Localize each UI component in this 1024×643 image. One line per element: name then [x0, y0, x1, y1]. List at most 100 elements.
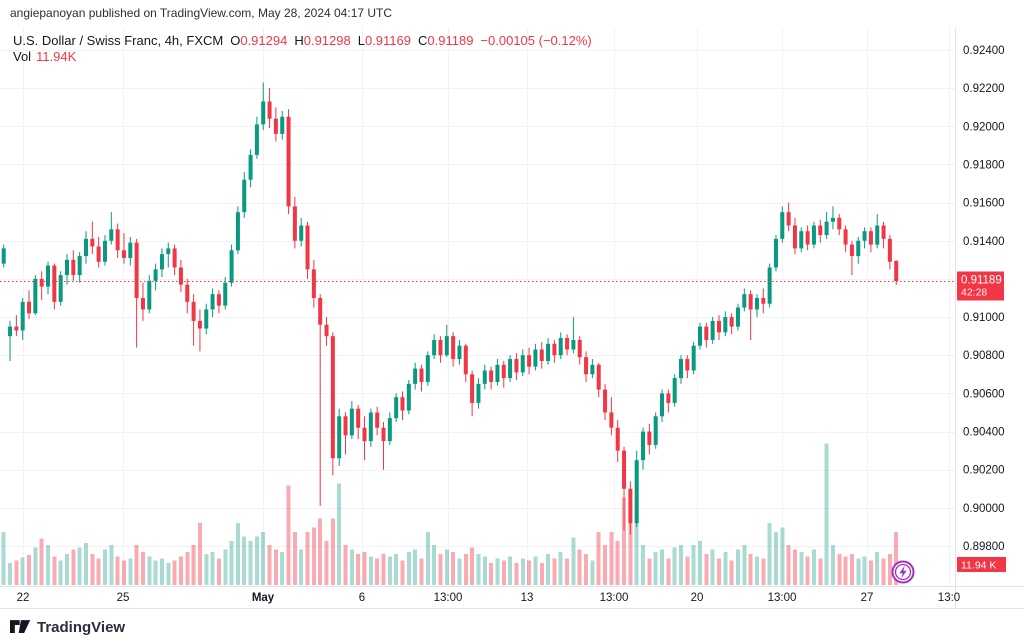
candle[interactable]: [463, 343, 468, 382]
candle[interactable]: [381, 422, 386, 470]
candle[interactable]: [710, 317, 715, 344]
candle[interactable]: [773, 235, 778, 272]
candle[interactable]: [134, 238, 139, 348]
tradingview-logo[interactable]: TradingView: [10, 617, 125, 637]
candle[interactable]: [33, 275, 38, 316]
candle[interactable]: [792, 217, 797, 255]
candle[interactable]: [368, 408, 373, 447]
candle[interactable]: [590, 359, 595, 379]
candle[interactable]: [387, 412, 392, 445]
candle[interactable]: [46, 261, 51, 295]
candle[interactable]: [197, 309, 202, 352]
candle[interactable]: [115, 223, 120, 258]
candle[interactable]: [147, 275, 152, 314]
candle[interactable]: [140, 282, 145, 321]
candle[interactable]: [603, 383, 608, 421]
candle[interactable]: [362, 416, 367, 461]
candle[interactable]: [824, 212, 829, 239]
candle[interactable]: [881, 221, 886, 249]
candle[interactable]: [267, 88, 272, 129]
candle[interactable]: [482, 364, 487, 390]
candle[interactable]: [14, 315, 19, 337]
price-axis[interactable]: 0.92400 0.92200 0.92000 0.91800 0.91600 0.914…: [963, 45, 1005, 553]
candle[interactable]: [58, 271, 63, 306]
candle[interactable]: [457, 339, 462, 365]
candle[interactable]: [413, 362, 418, 390]
candle[interactable]: [52, 263, 57, 310]
candle[interactable]: [191, 294, 196, 346]
candle[interactable]: [343, 412, 348, 455]
candle[interactable]: [666, 389, 671, 413]
candle[interactable]: [432, 334, 437, 360]
candle[interactable]: [596, 362, 601, 398]
candle[interactable]: [862, 227, 867, 249]
candle[interactable]: [805, 225, 810, 251]
candle[interactable]: [527, 347, 532, 375]
boost-button[interactable]: [891, 560, 915, 584]
candle[interactable]: [615, 420, 620, 463]
candle[interactable]: [185, 278, 190, 314]
candle[interactable]: [65, 254, 69, 285]
candle[interactable]: [672, 374, 677, 407]
candle[interactable]: [172, 244, 177, 276]
candle[interactable]: [875, 214, 880, 249]
candle[interactable]: [628, 481, 633, 535]
candle[interactable]: [729, 313, 734, 335]
candle[interactable]: [438, 336, 443, 363]
candle[interactable]: [204, 303, 209, 335]
candle[interactable]: [254, 116, 259, 159]
candle[interactable]: [27, 290, 32, 319]
candle[interactable]: [811, 221, 816, 249]
candle[interactable]: [565, 334, 570, 356]
candle[interactable]: [153, 263, 158, 291]
candle[interactable]: [558, 332, 563, 360]
time-axis[interactable]: 22 25 May 6 13:00 13 13:00 20 13:00 27 13:0: [17, 592, 961, 604]
candle[interactable]: [698, 322, 702, 350]
candle[interactable]: [349, 401, 354, 440]
candle[interactable]: [356, 404, 361, 440]
candle[interactable]: [470, 370, 475, 417]
candle[interactable]: [425, 351, 430, 386]
candle[interactable]: [552, 339, 557, 363]
candle[interactable]: [856, 236, 861, 264]
candle[interactable]: [394, 393, 399, 422]
candle[interactable]: [641, 427, 646, 470]
candle[interactable]: [634, 450, 639, 527]
candle[interactable]: [767, 263, 772, 308]
candle[interactable]: [305, 221, 310, 279]
candle[interactable]: [216, 290, 221, 314]
candle[interactable]: [419, 364, 424, 392]
candle[interactable]: [1, 244, 6, 268]
candle[interactable]: [495, 359, 500, 386]
candle[interactable]: [653, 412, 658, 449]
candle[interactable]: [761, 288, 766, 314]
candle[interactable]: [96, 236, 101, 268]
candle[interactable]: [311, 259, 316, 308]
candle[interactable]: [830, 206, 835, 230]
candle[interactable]: [77, 252, 82, 283]
candle[interactable]: [39, 271, 44, 300]
candle[interactable]: [818, 219, 823, 243]
candle[interactable]: [660, 389, 665, 422]
candle[interactable]: [109, 212, 114, 245]
candle[interactable]: [571, 317, 576, 354]
candle[interactable]: [337, 408, 342, 466]
candle[interactable]: [748, 290, 753, 340]
candle[interactable]: [400, 391, 405, 421]
candle[interactable]: [685, 355, 690, 379]
candle[interactable]: [102, 235, 107, 266]
candle[interactable]: [444, 324, 449, 358]
candle[interactable]: [273, 107, 278, 142]
candle[interactable]: [83, 231, 88, 264]
candle[interactable]: [375, 406, 380, 436]
candle[interactable]: [780, 206, 785, 243]
candle[interactable]: [71, 250, 76, 281]
candle[interactable]: [704, 322, 709, 348]
candle[interactable]: [679, 355, 684, 384]
candle[interactable]: [584, 351, 589, 382]
candle[interactable]: [539, 341, 544, 369]
candle[interactable]: [609, 397, 614, 436]
candle[interactable]: [128, 236, 133, 266]
candle[interactable]: [292, 196, 297, 249]
candle[interactable]: [716, 315, 721, 340]
